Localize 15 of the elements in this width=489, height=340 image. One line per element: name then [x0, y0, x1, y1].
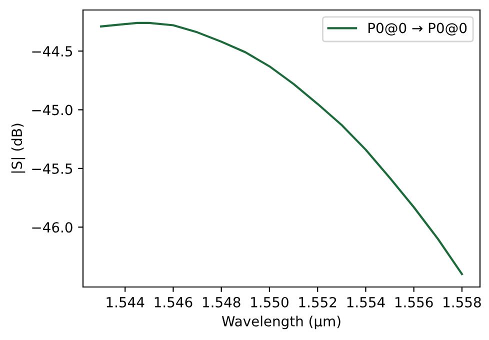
x-tick-label: 1.550 [251, 296, 288, 308]
y-axis-title: |S| (dB) [11, 124, 26, 173]
legend-label: P0@0 → P0@0 [368, 22, 467, 36]
y-tick-label: −44.5 [32, 46, 72, 57]
x-tick-label: 1.546 [154, 296, 192, 308]
y-tick-label: −46.0 [32, 222, 72, 233]
y-tick-label: −45.0 [32, 104, 72, 116]
x-tick-label: 1.548 [202, 296, 240, 308]
x-tick-label: 1.552 [299, 296, 336, 308]
x-axis-title: Wavelength (µm) [222, 316, 340, 330]
y-tick-label: −45.5 [32, 164, 72, 174]
x-tick-label: 1.554 [347, 297, 385, 308]
x-tick-label: 1.544 [106, 297, 144, 308]
x-tick-label: 1.558 [444, 296, 481, 308]
x-tick-label: 1.556 [395, 296, 433, 308]
